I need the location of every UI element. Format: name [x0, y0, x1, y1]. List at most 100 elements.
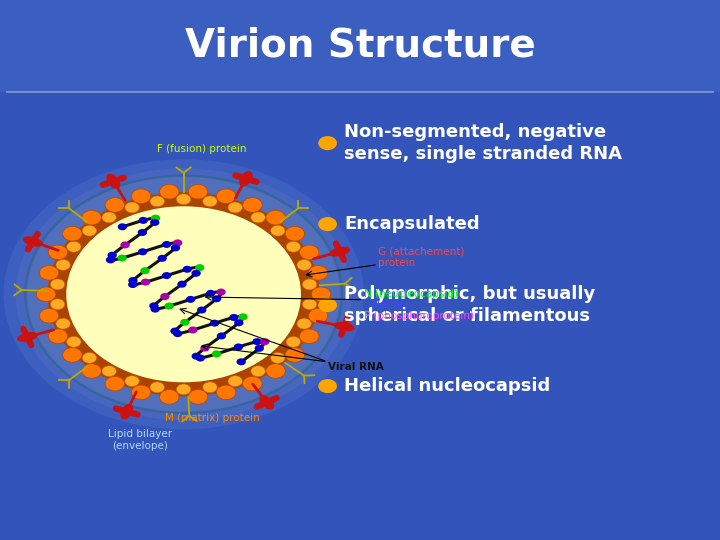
Text: Polymorphic, but usually
spherical or filamentous: Polymorphic, but usually spherical or fi… — [344, 285, 595, 325]
Circle shape — [171, 244, 180, 251]
Circle shape — [173, 330, 182, 337]
Circle shape — [251, 366, 265, 376]
Circle shape — [150, 306, 160, 313]
Circle shape — [107, 252, 117, 259]
Circle shape — [40, 308, 59, 323]
Circle shape — [173, 239, 182, 246]
Circle shape — [217, 333, 226, 340]
Circle shape — [212, 350, 221, 357]
Circle shape — [128, 277, 138, 284]
Circle shape — [188, 185, 207, 199]
Text: F (fusion) protein: F (fusion) protein — [157, 144, 246, 154]
Circle shape — [125, 202, 139, 213]
Circle shape — [151, 215, 161, 222]
Circle shape — [271, 225, 285, 236]
Circle shape — [160, 185, 179, 199]
Circle shape — [82, 353, 96, 363]
Circle shape — [131, 385, 150, 400]
Circle shape — [285, 348, 305, 362]
Circle shape — [297, 318, 311, 329]
Circle shape — [286, 241, 300, 252]
Circle shape — [125, 376, 139, 387]
Text: N (neucleocapsid): N (neucleocapsid) — [364, 289, 458, 299]
Circle shape — [50, 279, 65, 290]
Ellipse shape — [330, 247, 350, 256]
Circle shape — [217, 385, 236, 400]
Circle shape — [82, 363, 102, 378]
Circle shape — [50, 299, 65, 309]
Circle shape — [105, 198, 125, 212]
Circle shape — [149, 302, 158, 309]
Text: Helical nucleocapsid: Helical nucleocapsid — [344, 377, 550, 395]
Circle shape — [48, 329, 68, 343]
Circle shape — [67, 241, 81, 252]
Ellipse shape — [120, 404, 133, 419]
Circle shape — [63, 348, 82, 362]
Circle shape — [300, 329, 319, 343]
Circle shape — [176, 384, 191, 395]
Circle shape — [266, 211, 285, 225]
Circle shape — [200, 345, 210, 352]
Circle shape — [82, 225, 96, 236]
Circle shape — [243, 198, 262, 212]
Circle shape — [131, 189, 150, 204]
Circle shape — [118, 223, 127, 230]
FancyBboxPatch shape — [0, 0, 720, 92]
Circle shape — [308, 266, 328, 280]
Circle shape — [36, 287, 56, 301]
Circle shape — [311, 287, 331, 301]
Circle shape — [192, 353, 201, 360]
Circle shape — [180, 319, 189, 326]
Circle shape — [266, 363, 285, 378]
Circle shape — [138, 229, 147, 236]
Circle shape — [255, 345, 264, 352]
Circle shape — [234, 343, 243, 350]
Circle shape — [217, 288, 226, 295]
Circle shape — [120, 241, 130, 248]
Circle shape — [308, 308, 328, 323]
Circle shape — [297, 260, 311, 271]
Ellipse shape — [259, 395, 274, 410]
Circle shape — [197, 307, 207, 314]
Circle shape — [210, 320, 219, 327]
Circle shape — [150, 219, 159, 226]
Circle shape — [82, 211, 102, 225]
Circle shape — [56, 318, 71, 329]
Text: Viral RNA: Viral RNA — [328, 362, 383, 372]
Ellipse shape — [17, 332, 37, 342]
Text: G (attachement)
protein: G (attachement) protein — [378, 247, 464, 268]
Circle shape — [206, 290, 215, 297]
Circle shape — [203, 382, 217, 393]
Circle shape — [212, 295, 221, 302]
Text: L (large): L (large) — [364, 300, 408, 310]
Ellipse shape — [239, 171, 253, 186]
Circle shape — [234, 319, 243, 326]
Text: Non-segmented, negative
sense, single stranded RNA: Non-segmented, negative sense, single st… — [344, 123, 622, 163]
Text: P (phosphoroprotein): P (phosphoroprotein) — [364, 311, 474, 321]
Circle shape — [302, 299, 317, 309]
Circle shape — [183, 266, 192, 273]
Ellipse shape — [23, 237, 43, 247]
Circle shape — [40, 266, 59, 280]
Circle shape — [48, 192, 320, 396]
Circle shape — [252, 338, 261, 345]
Circle shape — [128, 281, 138, 288]
Circle shape — [177, 281, 186, 288]
Circle shape — [4, 159, 364, 429]
Text: Virion Structure: Virion Structure — [184, 27, 536, 65]
Circle shape — [192, 270, 201, 277]
Circle shape — [63, 226, 82, 241]
Circle shape — [138, 217, 148, 224]
Circle shape — [271, 353, 285, 363]
Circle shape — [229, 314, 238, 321]
Circle shape — [318, 136, 337, 150]
Circle shape — [260, 338, 269, 345]
Circle shape — [318, 379, 337, 393]
Circle shape — [228, 202, 243, 213]
Circle shape — [171, 328, 180, 335]
Ellipse shape — [333, 322, 355, 331]
Circle shape — [162, 241, 171, 248]
Circle shape — [138, 248, 148, 255]
Circle shape — [164, 302, 174, 309]
Text: Lipid bilayer
(envelope): Lipid bilayer (envelope) — [108, 429, 173, 451]
